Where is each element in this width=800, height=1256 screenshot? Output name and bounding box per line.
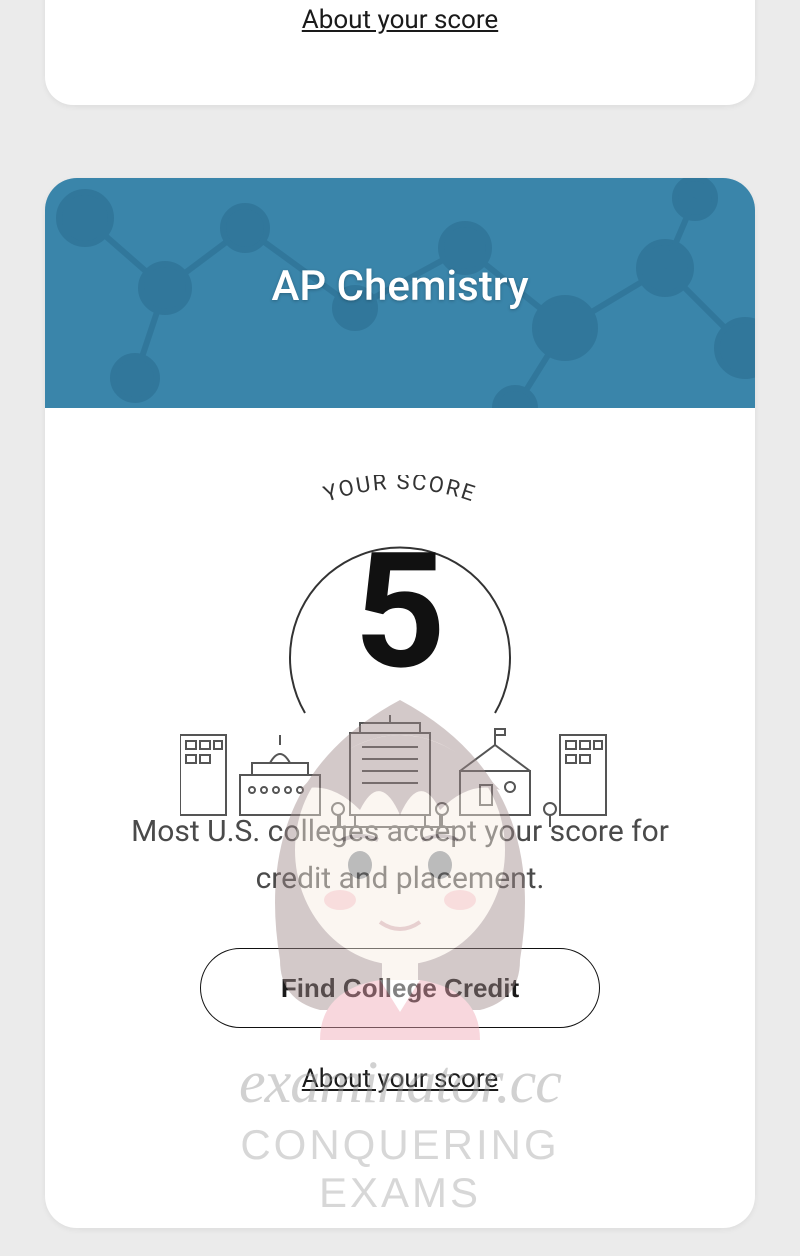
card-title: AP Chemistry [271,262,528,311]
buildings-icon [180,715,620,835]
about-score-link[interactable]: About your score [45,1064,755,1094]
ap-chemistry-score-card: AP Chemistry YOUR SCORE 5 [45,178,755,1228]
score-value: 5 [354,533,446,693]
find-college-credit-button[interactable]: Find College Credit [200,948,600,1028]
score-block: YOUR SCORE 5 [45,463,755,1094]
previous-score-card: About your score [45,0,755,105]
card-header: AP Chemistry [45,178,755,408]
about-score-link-top[interactable]: About your score [302,5,498,35]
